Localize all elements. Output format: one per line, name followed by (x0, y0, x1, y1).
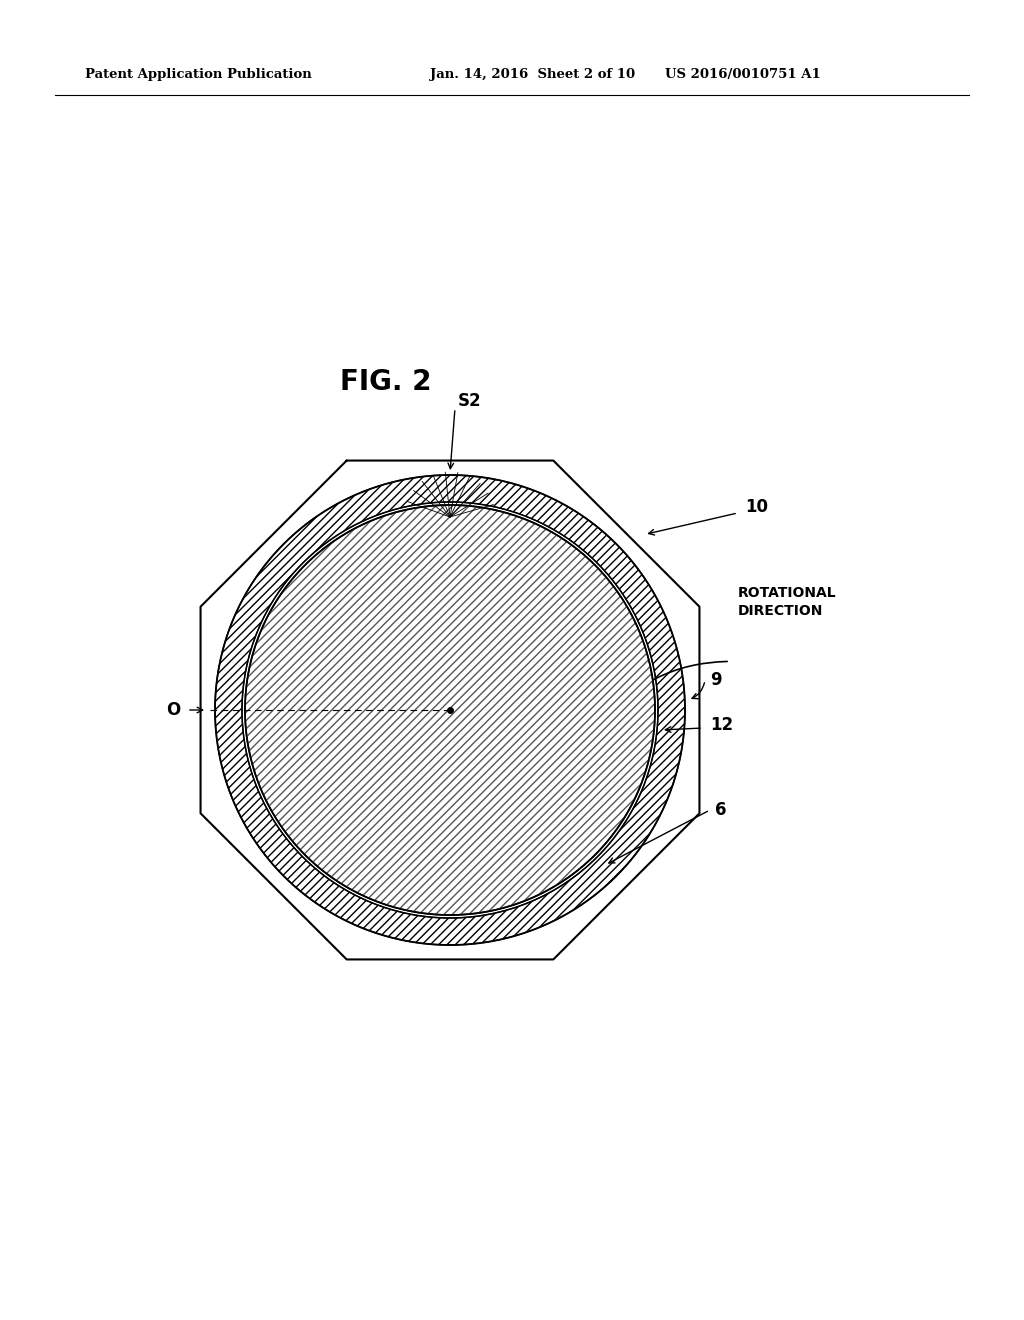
Text: S2: S2 (458, 392, 481, 411)
Text: 10: 10 (745, 499, 768, 516)
Text: 12: 12 (710, 715, 733, 734)
Text: US 2016/0010751 A1: US 2016/0010751 A1 (665, 69, 821, 81)
Text: FIG. 2: FIG. 2 (340, 368, 431, 396)
Text: Patent Application Publication: Patent Application Publication (85, 69, 311, 81)
Text: 9: 9 (710, 671, 722, 689)
Text: Jan. 14, 2016  Sheet 2 of 10: Jan. 14, 2016 Sheet 2 of 10 (430, 69, 635, 81)
Text: 6: 6 (715, 801, 726, 818)
Text: 20: 20 (395, 572, 418, 589)
Text: ROTATIONAL
DIRECTION: ROTATIONAL DIRECTION (738, 586, 837, 618)
Text: O: O (166, 701, 180, 719)
Circle shape (245, 506, 655, 915)
Text: S2: S2 (462, 574, 485, 591)
